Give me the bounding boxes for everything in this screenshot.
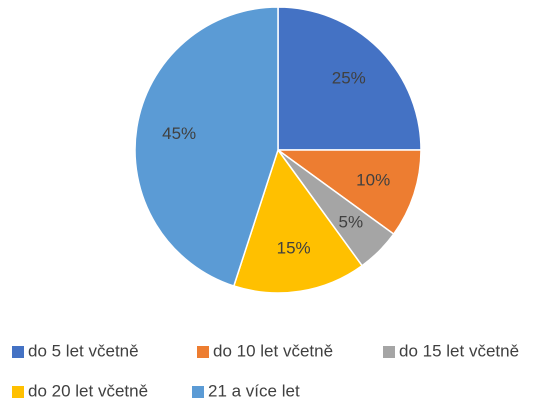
data-label: 10% — [356, 170, 390, 189]
data-label: 5% — [339, 212, 364, 231]
data-label: 15% — [277, 238, 311, 257]
data-label: 45% — [162, 124, 196, 143]
pie-slice — [277, 6, 422, 151]
legend-label: do 20 let včetně — [28, 381, 148, 400]
pie-slice — [232, 148, 364, 294]
legend-label: do 15 let včetně — [399, 341, 519, 360]
legend-label: 21 a více let — [208, 381, 300, 400]
legend-label: do 5 let včetně — [28, 341, 139, 360]
pie-slice — [275, 149, 422, 236]
legend-swatch — [12, 346, 24, 358]
legend-swatch — [383, 346, 395, 358]
legend-swatch — [192, 386, 204, 398]
legend-swatch — [12, 386, 24, 398]
data-label: 25% — [332, 69, 366, 88]
pie-slice — [134, 6, 279, 287]
legend-label: do 10 let včetně — [213, 341, 333, 360]
legend-swatch — [197, 346, 209, 358]
